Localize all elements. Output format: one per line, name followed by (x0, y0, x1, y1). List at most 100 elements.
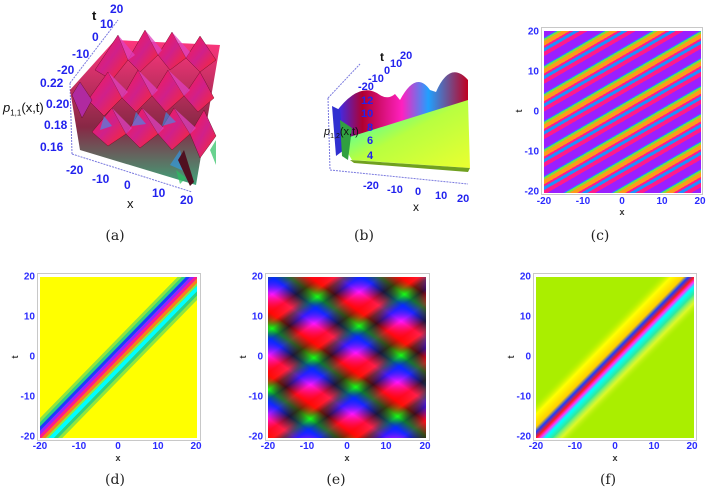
b-x-tick-m20: -20 (363, 180, 379, 192)
f-y-tick-20: 20 (519, 271, 531, 283)
b-x-tick-0: 0 (415, 186, 422, 198)
e-x-tick-10: 10 (380, 441, 392, 452)
caption-a: (a) (105, 228, 125, 244)
a-t-tick-0: 0 (92, 30, 99, 44)
d-y-tick-20: 20 (23, 271, 35, 283)
b-x-tick-m10: -10 (387, 184, 403, 196)
c-y-tick-10: 10 (527, 66, 539, 78)
d-contour-plot (40, 277, 197, 438)
b-z-tick-8: 8 (367, 122, 374, 134)
e-y-tick-0: 0 (257, 351, 263, 363)
d-x-tick-20: 20 (190, 441, 202, 452)
e-y-tick-10: 10 (251, 311, 263, 323)
c-x-tick-10: 10 (656, 196, 668, 207)
f-x-tick-m20: -20 (528, 441, 544, 452)
a-x-tick-m10: -10 (92, 172, 110, 186)
f-x-axis-label: x (612, 453, 618, 463)
c-y-axis-label: t (514, 109, 524, 113)
c-x-tick-20: 20 (694, 196, 706, 207)
a-z-axis-label: p1,1(x,t) (3, 100, 44, 118)
f-y-tick-m20: -20 (516, 431, 531, 443)
a-z-tick-022: 0.22 (40, 76, 64, 90)
b-t-axis-label: t (380, 50, 384, 64)
b-t-tick-m10: -10 (368, 73, 384, 85)
caption-d: (d) (105, 472, 125, 488)
b-t-tick-0: 0 (384, 65, 391, 77)
b-z-tick-10: 10 (361, 108, 374, 120)
f-y-tick-0: 0 (525, 351, 531, 363)
panel-b: t 20 10 0 -10 -20 12 10 8 6 4 p1,2(x,t) … (240, 0, 476, 246)
d-x-tick-m20: -20 (32, 441, 48, 452)
surface-plot-b (327, 63, 470, 185)
panel-a: 20 10 0 -10 -20 t 0.22 0.20 0.18 0.16 p1… (0, 0, 236, 246)
a-z-tick-020: 0.20 (46, 97, 70, 111)
b-t-tick-m20: -20 (358, 81, 374, 93)
b-t-tick-10: 10 (390, 58, 403, 70)
a-x-tick-10: 10 (152, 186, 166, 200)
panel-c: 20 10 0 -10 -20 -20 -10 0 10 20 x t (c) (480, 0, 708, 246)
a-x-tick-m20: -20 (66, 163, 84, 177)
caption-c: (c) (590, 228, 610, 244)
a-t-tick-m10: -10 (72, 47, 90, 61)
d-x-axis-label: x (115, 453, 121, 463)
a-x-tick-20: 20 (180, 193, 194, 207)
f-x-tick-m10: -10 (567, 441, 583, 452)
c-y-tick-20: 20 (527, 26, 539, 38)
e-y-tick-m10: -10 (248, 391, 263, 403)
e-x-tick-m10: -10 (299, 441, 315, 452)
f-x-tick-10: 10 (648, 441, 660, 452)
a-t-tick-m20: -20 (57, 63, 75, 77)
surface-plot-a (69, 19, 220, 193)
f-y-tick-m10: -10 (516, 391, 531, 403)
b-x-axis-label: x (413, 200, 419, 214)
e-x-tick-20: 20 (419, 441, 431, 452)
panel-d: 20 10 0 -10 -20 -20 -10 0 10 20 x t (d) (0, 250, 236, 496)
c-contour-plot (544, 31, 701, 193)
a-z-tick-018: 0.18 (44, 118, 68, 132)
panel-f: 20 10 0 -10 -20 -20 -10 0 10 20 x t (f) (480, 250, 708, 496)
c-y-tick-m10: -10 (524, 146, 539, 158)
d-y-tick-m10: -10 (20, 391, 35, 403)
d-x-tick-0: 0 (115, 441, 121, 452)
b-t-tick-20: 20 (400, 50, 413, 62)
b-z-tick-6: 6 (367, 135, 374, 147)
caption-b: (b) (354, 228, 374, 244)
a-x-tick-0: 0 (124, 178, 131, 192)
a-t-axis-label: t (92, 8, 97, 23)
b-z-axis-label: p1,2(x,t) (324, 126, 359, 141)
e-y-axis-label: t (238, 355, 248, 359)
c-y-tick-0: 0 (533, 106, 539, 118)
d-x-tick-10: 10 (152, 441, 164, 452)
panel-e: 20 10 0 -10 -20 -20 -10 0 10 20 x t (e) (238, 250, 476, 496)
e-density-plot (268, 277, 426, 438)
c-x-tick-0: 0 (619, 196, 625, 207)
d-y-axis-label: t (10, 355, 20, 359)
caption-f: (f) (599, 472, 617, 488)
c-x-tick-m10: -10 (575, 196, 591, 207)
b-z-tick-12: 12 (361, 95, 374, 107)
b-x-tick-20: 20 (457, 193, 470, 205)
a-t-tick-10: 10 (100, 17, 114, 31)
e-y-tick-m20: -20 (248, 431, 263, 443)
c-x-tick-m20: -20 (536, 196, 552, 207)
f-x-tick-0: 0 (612, 441, 618, 452)
d-y-tick-m20: -20 (20, 431, 35, 443)
d-x-tick-m10: -10 (71, 441, 87, 452)
e-x-axis-label: x (344, 453, 350, 463)
f-x-tick-20: 20 (686, 441, 698, 452)
f-wave-svg (536, 277, 694, 438)
a-z-tick-016: 0.16 (40, 140, 64, 154)
d-y-tick-10: 10 (23, 311, 35, 323)
d-y-tick-0: 0 (29, 351, 35, 363)
f-y-axis-label: t (506, 355, 516, 359)
f-y-tick-10: 10 (519, 311, 531, 323)
d-band-svg (40, 277, 197, 438)
c-x-axis-label: x (619, 207, 625, 217)
f-density-plot (536, 277, 694, 438)
e-x-tick-0: 0 (344, 441, 350, 452)
b-z-tick-4: 4 (367, 150, 374, 162)
c-y-tick-m20: -20 (524, 186, 539, 198)
b-x-tick-10: 10 (435, 190, 448, 202)
e-x-tick-m20: -20 (260, 441, 276, 452)
caption-e: (e) (326, 472, 346, 488)
